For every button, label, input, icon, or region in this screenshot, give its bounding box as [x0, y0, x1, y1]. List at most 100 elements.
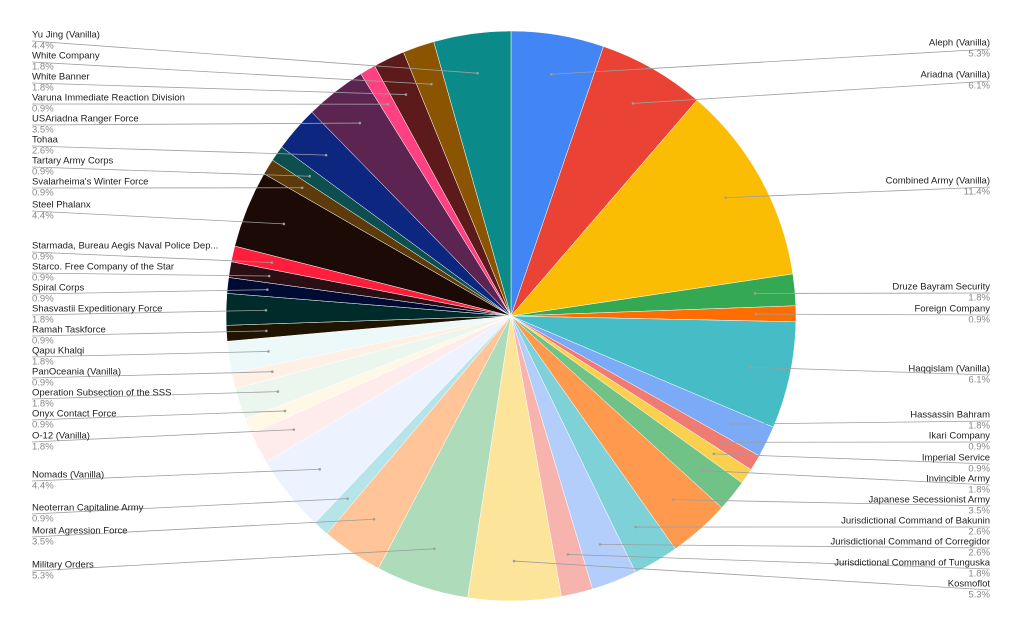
- leader-dot: [292, 428, 296, 431]
- leader-dot: [404, 93, 408, 96]
- slice-label: Jurisdictional Command of Tunguska: [834, 558, 990, 569]
- slice-label: Kosmoflot: [948, 579, 991, 590]
- slice-value-label: 3.5%: [32, 537, 54, 548]
- leader-line: [31, 210, 284, 225]
- slice-label: Ramah Taskforce: [32, 325, 106, 336]
- leader-dot: [266, 288, 269, 291]
- slice-label: Foreign Company: [914, 304, 990, 315]
- leader-line: [31, 251, 272, 263]
- leader-dot: [318, 467, 322, 471]
- slice-value-label: 1.8%: [32, 442, 54, 453]
- leader-line: [31, 371, 273, 379]
- leader-dot: [386, 102, 389, 106]
- slice-value-label: 4.4%: [32, 481, 54, 492]
- leader-line: [31, 330, 267, 337]
- slice-label: Jurisdictional Command of Bakunin: [841, 516, 990, 527]
- leader-line: [756, 313, 991, 316]
- slice-value-label: 4.4%: [32, 41, 54, 52]
- leader-line: [31, 166, 310, 177]
- leader-dot: [724, 196, 727, 199]
- leader-line: [632, 80, 991, 104]
- slice-value-label: 0.9%: [32, 104, 54, 115]
- slice-label: Military Orders: [32, 560, 94, 571]
- slice-value-label: 0.9%: [32, 188, 54, 199]
- leader-line: [31, 272, 270, 277]
- slice-value-label: 3.5%: [968, 506, 990, 517]
- slice-value-label: 3.5%: [32, 125, 54, 136]
- leader-line: [31, 498, 348, 515]
- slice-label: Morat Agression Force: [32, 526, 128, 537]
- leader-dot: [346, 497, 349, 500]
- slice-value-label: 0.9%: [32, 378, 54, 389]
- leader-dot: [700, 469, 703, 472]
- leader-dot: [270, 261, 274, 264]
- pie: [225, 30, 797, 602]
- slice-label: Invincible Army: [926, 474, 990, 485]
- leader-dot: [476, 71, 479, 75]
- leader-dot: [267, 274, 271, 278]
- leader-dot: [264, 308, 268, 312]
- slice-value-label: 1.8%: [32, 357, 54, 368]
- slice-value-label: 0.9%: [32, 252, 54, 263]
- slice-value-label: 0.9%: [32, 336, 54, 347]
- slice-label: Shasvastii Expeditionary Force: [32, 304, 162, 315]
- slice-value-label: 0.9%: [32, 273, 54, 284]
- slice-label: White Company: [32, 51, 100, 62]
- pie-slice: [433, 30, 512, 317]
- leader-dot: [634, 525, 637, 529]
- slice-label: Onyx Contact Force: [32, 409, 116, 420]
- leader-line: [31, 40, 478, 74]
- slice-label: Druze Bayram Security: [892, 282, 990, 293]
- slice-label: Tartary Army Corps: [32, 156, 114, 167]
- leader-line: [31, 351, 269, 358]
- slice-value-label: 0.9%: [32, 420, 54, 431]
- leader-line: [31, 518, 375, 538]
- leader-line: [31, 468, 320, 482]
- slice-label: White Banner: [32, 72, 90, 83]
- leader-dot: [265, 329, 268, 333]
- slice-value-label: 1.8%: [32, 83, 54, 94]
- leader-dot: [631, 102, 635, 105]
- slice-label: Aleph (Vanilla): [929, 38, 990, 49]
- leader-line: [673, 499, 991, 507]
- slice-label: PanOceania (Vanilla): [32, 367, 121, 378]
- slice-value-label: 0.9%: [32, 514, 54, 525]
- slice-label: Combined Army (Vanilla): [886, 176, 990, 187]
- leader-dot: [512, 559, 516, 563]
- slice-label: Japanese Secessionist Army: [869, 495, 991, 506]
- slice-label: Starmada, Bureau Aegis Naval Police Dep.…: [32, 241, 218, 252]
- slice-label: Spiral Corps: [32, 283, 85, 294]
- slice-value-label: 5.3%: [32, 571, 54, 582]
- leader-dot: [283, 409, 287, 413]
- leader-dot: [598, 543, 602, 546]
- slice-value-label: 0.9%: [968, 442, 990, 453]
- leader-line: [31, 429, 294, 443]
- slice-value-label: 1.8%: [968, 485, 990, 496]
- leader-dot: [550, 72, 553, 76]
- slice-label: Jurisdictional Command of Corregidor: [831, 537, 990, 548]
- slice-label: O-12 (Vanilla): [32, 431, 90, 442]
- leader-line: [567, 554, 991, 570]
- leader-dot: [282, 222, 286, 226]
- slice-value-label: 2.6%: [968, 548, 990, 559]
- leader-dot: [430, 82, 433, 86]
- slice-value-label: 11.4%: [964, 187, 991, 198]
- slice-label: Starco. Free Company of the Star: [32, 262, 174, 273]
- leader-line: [551, 48, 991, 75]
- leader-dot: [300, 186, 304, 190]
- slice-label: Ariadna (Vanilla): [920, 70, 990, 81]
- leader-line: [713, 453, 991, 465]
- leader-dot: [433, 547, 436, 551]
- labels: Aleph (Vanilla)5.3%Ariadna (Vanilla)6.1%…: [31, 30, 991, 601]
- leader-line: [701, 470, 991, 486]
- leader-line: [31, 61, 432, 85]
- leader-dot: [672, 498, 675, 501]
- leader-dot: [324, 153, 328, 157]
- slice-value-label: 1.8%: [968, 569, 990, 580]
- leader-dot: [276, 390, 280, 393]
- leader-dot: [267, 350, 270, 353]
- leader-dot: [719, 440, 723, 444]
- leader-dot: [749, 365, 752, 369]
- leader-line: [599, 544, 991, 549]
- leader-line: [31, 391, 278, 400]
